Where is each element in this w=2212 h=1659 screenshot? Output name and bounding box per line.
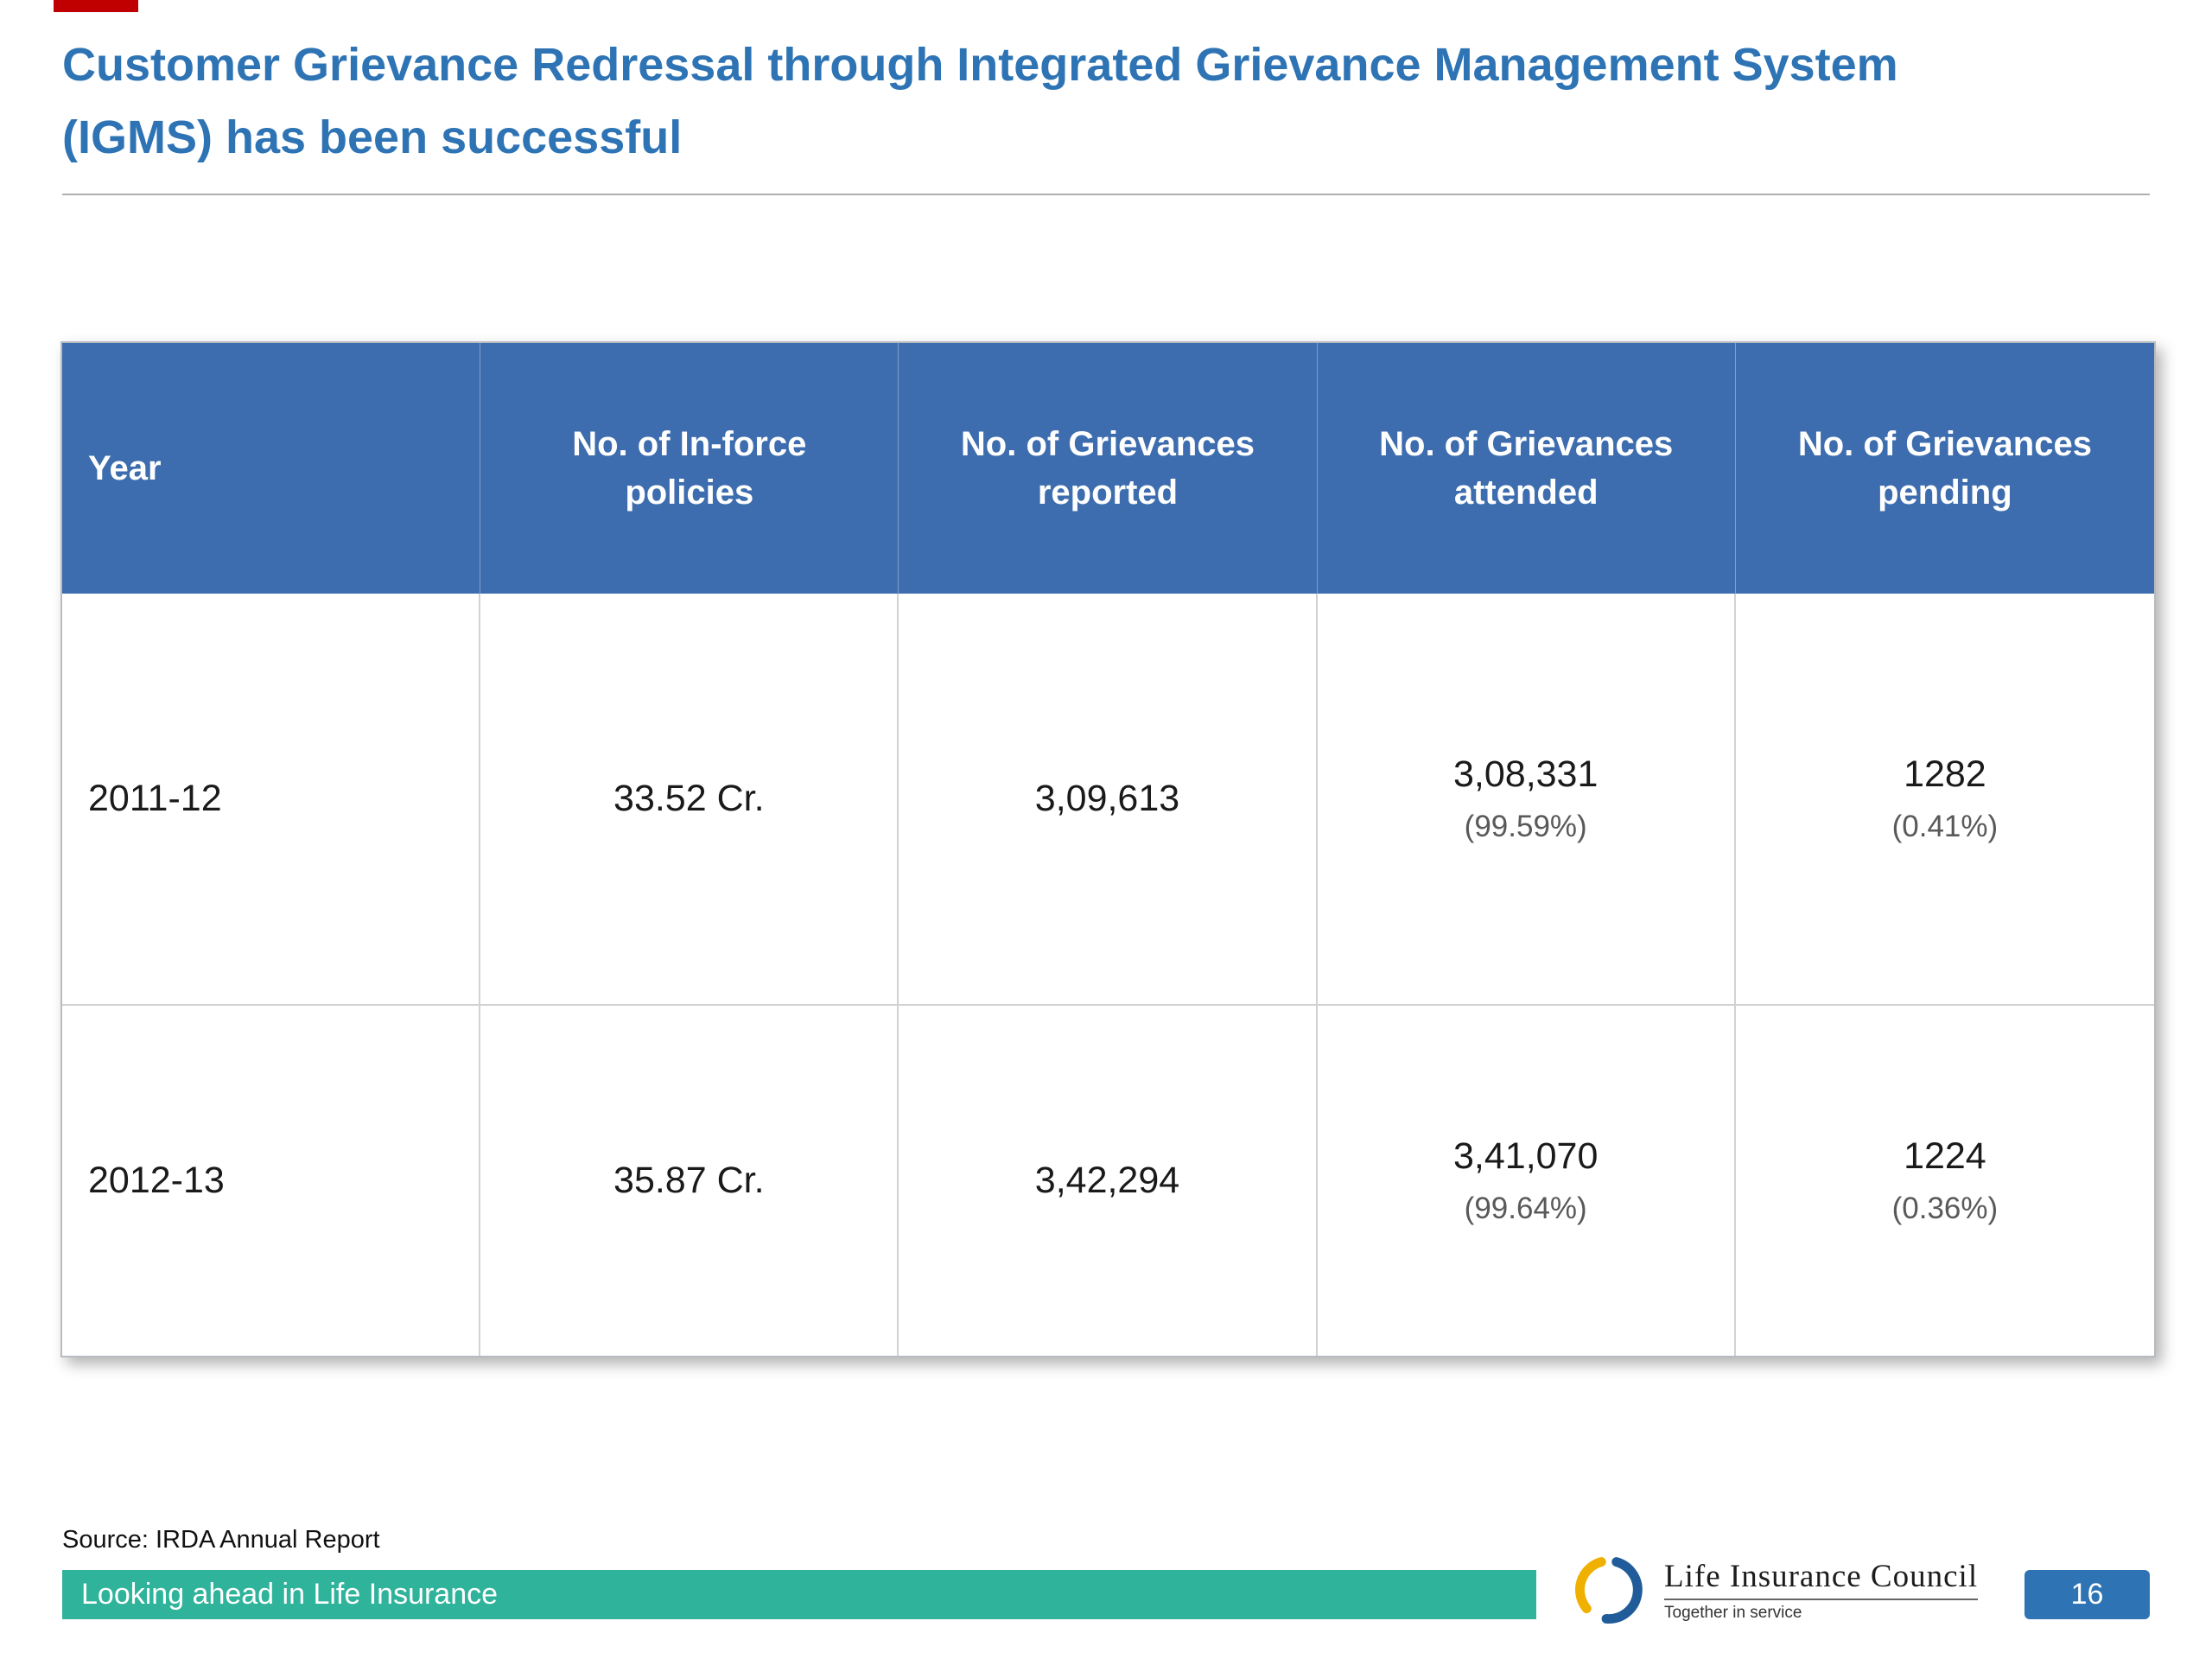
cell-grievances-pending-2011-12: 1282 (0.41%) [1735,594,2154,1006]
pending-value: 1282 [1904,753,1986,795]
grievance-table: Year No. of In-force policies No. of Gri… [60,341,2156,1357]
logo-title: Life Insurance Council [1664,1558,1979,1594]
col-header-inforce-policies: No. of In-force policies [480,343,899,594]
cell-grievances-pending-2012-13: 1224 (0.36%) [1735,1006,2154,1356]
cell-grievances-attended-2011-12: 3,08,331 (99.59%) [1317,594,1736,1006]
attended-percentage: (99.64%) [1464,1192,1587,1225]
pending-value: 1224 [1904,1135,1986,1177]
source-note: Source: IRDA Annual Report [62,1526,380,1554]
page-number-badge: 16 [2024,1570,2150,1619]
cell-grievances-reported-2012-13: 3,42,294 [899,1006,1318,1356]
cell-year-2012-13: 2012-13 [62,1006,481,1356]
pending-percentage: (0.41%) [1891,810,1999,843]
cell-inforce-policies-2011-12: 33.52 Cr. [480,594,899,1006]
logo-tagline: Together in service [1664,1598,1979,1623]
col-header-year: Year [62,343,481,594]
col-header-grievances-reported: No. of Grievances reported [899,343,1318,594]
logo-text-block: Life Insurance Council Together in servi… [1664,1558,1979,1623]
red-accent-mark [54,0,138,12]
attended-value: 3,41,070 [1453,1135,1599,1177]
life-insurance-council-logo: Life Insurance Council Together in servi… [1573,1554,1979,1626]
pending-percentage: (0.36%) [1891,1192,1999,1225]
attended-value: 3,08,331 [1453,753,1599,795]
cell-grievances-attended-2012-13: 3,41,070 (99.64%) [1317,1006,1736,1356]
cell-inforce-policies-2012-13: 35.87 Cr. [480,1006,899,1356]
cell-year-2011-12: 2011-12 [62,594,481,1006]
cell-grievances-reported-2011-12: 3,09,613 [899,594,1318,1006]
title-divider [62,194,2150,195]
swirl-logo-icon [1575,1557,1643,1624]
footer-banner: Looking ahead in Life Insurance [62,1570,1536,1619]
slide-title: Customer Grievance Redressal through Int… [62,39,1898,163]
col-header-grievances-pending: No. of Grievances pending [1735,343,2154,594]
col-header-grievances-attended: No. of Grievances attended [1317,343,1736,594]
attended-percentage: (99.59%) [1464,810,1587,843]
